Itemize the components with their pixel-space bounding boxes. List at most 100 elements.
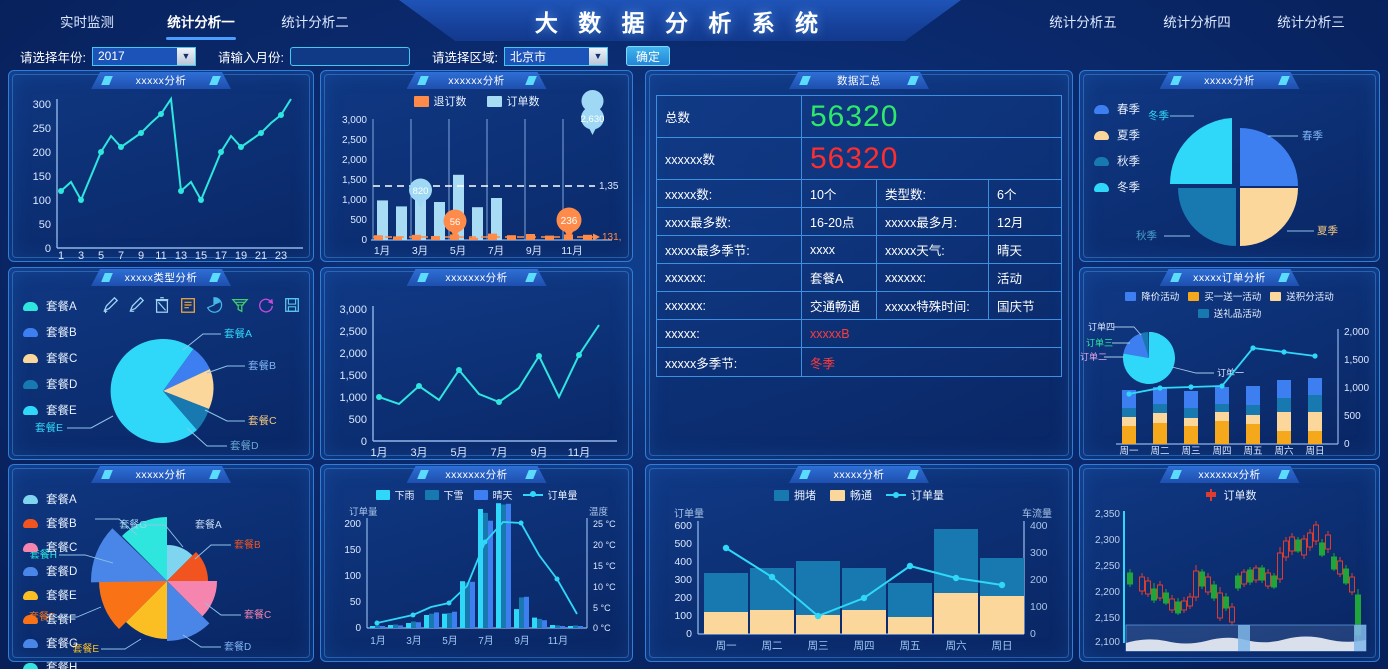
- pencil-edit-icon[interactable]: [127, 296, 145, 314]
- panel-title: xxxxxx分析: [407, 72, 547, 89]
- legend-item[interactable]: 套餐E: [23, 402, 77, 418]
- pie-label-a: 套餐A: [224, 327, 252, 340]
- legend-label: 退订数: [433, 96, 467, 108]
- legend-item[interactable]: 套餐H: [23, 659, 78, 669]
- svg-text:周四: 周四: [854, 640, 875, 652]
- legend-item[interactable]: 套餐C: [23, 350, 77, 366]
- svg-text:100: 100: [344, 571, 361, 582]
- svg-text:0 °C: 0 °C: [593, 623, 611, 633]
- minimap-scrollbar[interactable]: [1125, 624, 1367, 652]
- panel-title: xxxxxxx分析: [407, 269, 547, 286]
- month-input[interactable]: [289, 46, 410, 66]
- svg-text:5月: 5月: [450, 447, 467, 459]
- pie-label-b: 套餐B: [248, 359, 276, 372]
- axis-title-right: 车流量: [1022, 507, 1052, 520]
- region-select[interactable]: 北京市 ▼: [503, 46, 608, 66]
- row-label: xxxxx数:: [657, 180, 802, 207]
- panel-title: 数据汇总: [789, 72, 929, 89]
- panel-monthly-orders: xxxxxx分析 退订数 订单数 3,000 2,500 2,000 1,500 1…: [320, 70, 633, 262]
- submit-button[interactable]: 确定: [625, 46, 670, 66]
- row-value-2: 6个: [997, 188, 1017, 202]
- panel-title-text: xxxxx分析: [135, 469, 187, 481]
- legend-item[interactable]: 套餐D: [23, 563, 78, 579]
- legend-item[interactable]: 套餐C: [23, 539, 78, 555]
- svg-text:50: 50: [350, 597, 362, 608]
- pie-label-c: 套餐C: [248, 414, 277, 427]
- legend-item-rain[interactable]: 下雨: [375, 487, 415, 502]
- legend-swatch: [1270, 291, 1282, 301]
- legend-item-orderline[interactable]: 订单量: [886, 487, 944, 503]
- legend-item[interactable]: 套餐F: [23, 611, 78, 627]
- accent-slash-icon: [1170, 76, 1182, 85]
- legend-item[interactable]: 套餐A: [23, 491, 78, 507]
- nav-item-stats-2[interactable]: 统计分析二: [281, 15, 349, 30]
- refresh-icon[interactable]: [257, 296, 275, 314]
- svg-text:周四: 周四: [1212, 446, 1231, 457]
- legend-item[interactable]: 春季: [1094, 101, 1140, 117]
- legend-item-orders[interactable]: 订单数: [486, 93, 540, 109]
- legend-label: 买一送一活动: [1204, 292, 1262, 303]
- legend-item-refund[interactable]: 退订数: [413, 93, 467, 109]
- list-icon[interactable]: [179, 296, 197, 314]
- legend-label: 冬季: [1117, 182, 1140, 194]
- legend-item-bogo[interactable]: 买一送一活动: [1188, 289, 1261, 303]
- legend-item-smooth[interactable]: 畅通: [830, 487, 872, 503]
- pie-icon[interactable]: [205, 296, 223, 314]
- nav-item-stats-1[interactable]: 统计分析一: [144, 9, 258, 40]
- panel-title-text: xxxxxxx分析: [445, 272, 508, 284]
- svg-text:17: 17: [215, 250, 227, 262]
- legend-item[interactable]: 冬季: [1094, 179, 1140, 195]
- legend-item[interactable]: 套餐G: [23, 635, 78, 651]
- legend-item[interactable]: 套餐B: [23, 515, 78, 531]
- legend-item-gift[interactable]: 送礼品活动: [1197, 306, 1261, 320]
- filter-icon[interactable]: [231, 296, 249, 314]
- pie-label-order2: 订单二: [1080, 351, 1107, 362]
- legend-label: 套餐C: [46, 353, 78, 365]
- svg-text:2,100: 2,100: [1095, 637, 1120, 648]
- row-label: xxxx最多数:: [657, 208, 802, 235]
- legend-item[interactable]: 套餐E: [23, 587, 78, 603]
- legend-item[interactable]: 套餐A: [23, 298, 77, 314]
- nav-item-realtime[interactable]: 实时监测: [60, 15, 114, 30]
- legend-item-orders-line[interactable]: 订单量: [522, 487, 578, 502]
- legend-swatch: [375, 489, 390, 500]
- svg-text:500: 500: [350, 215, 367, 226]
- svg-text:2,630: 2,630: [581, 114, 605, 125]
- legend-item-snow[interactable]: 下雪: [424, 487, 464, 502]
- pencil-add-icon[interactable]: [101, 296, 119, 314]
- panel-title-text: xxxxx类型分析: [124, 272, 198, 284]
- legend-item-ordercount[interactable]: 订单数: [1203, 487, 1257, 503]
- legend-swatch: [23, 327, 38, 337]
- delete-icon[interactable]: [153, 296, 171, 314]
- svg-text:0: 0: [361, 235, 367, 246]
- nav-item-stats-5[interactable]: 统计分析五: [1049, 15, 1117, 30]
- panel-hourly-line: xxxxx分析 300 250 200 150 100 50 0: [8, 70, 314, 262]
- legend-item-discount[interactable]: 降价活动: [1125, 289, 1179, 303]
- panel-title: xxxxx分析: [789, 466, 929, 483]
- legend-seasons: 春季 夏季 秋季 冬季: [1094, 101, 1140, 195]
- svg-text:0: 0: [361, 436, 367, 448]
- legend-item[interactable]: 套餐D: [23, 376, 77, 392]
- row-value: 交通畅通: [802, 292, 877, 319]
- chevron-down-icon: ▼: [588, 47, 607, 65]
- legend-item[interactable]: 套餐B: [23, 324, 77, 340]
- legend-item[interactable]: 秋季: [1094, 153, 1140, 169]
- svg-text:300: 300: [1030, 547, 1048, 559]
- nav-item-stats-3[interactable]: 统计分析三: [1277, 15, 1345, 30]
- save-icon[interactable]: [283, 296, 301, 314]
- svg-text:2,500: 2,500: [342, 135, 367, 146]
- legend-item[interactable]: 夏季: [1094, 127, 1140, 143]
- accent-slash-icon: [417, 273, 429, 282]
- nav-item-stats-4[interactable]: 统计分析四: [1163, 15, 1231, 30]
- year-select[interactable]: 2017 ▼: [91, 46, 196, 66]
- legend-item-congested[interactable]: 拥堵: [774, 487, 816, 503]
- legend-item-sunny[interactable]: 晴天: [473, 487, 513, 502]
- svg-text:1: 1: [58, 250, 64, 262]
- legend-item-points[interactable]: 送积分活动: [1270, 289, 1334, 303]
- accent-slash-icon: [101, 470, 113, 479]
- svg-text:5: 5: [98, 250, 104, 262]
- svg-text:150: 150: [33, 171, 51, 183]
- panel-title-text: xxxxxxx分析: [1198, 469, 1261, 481]
